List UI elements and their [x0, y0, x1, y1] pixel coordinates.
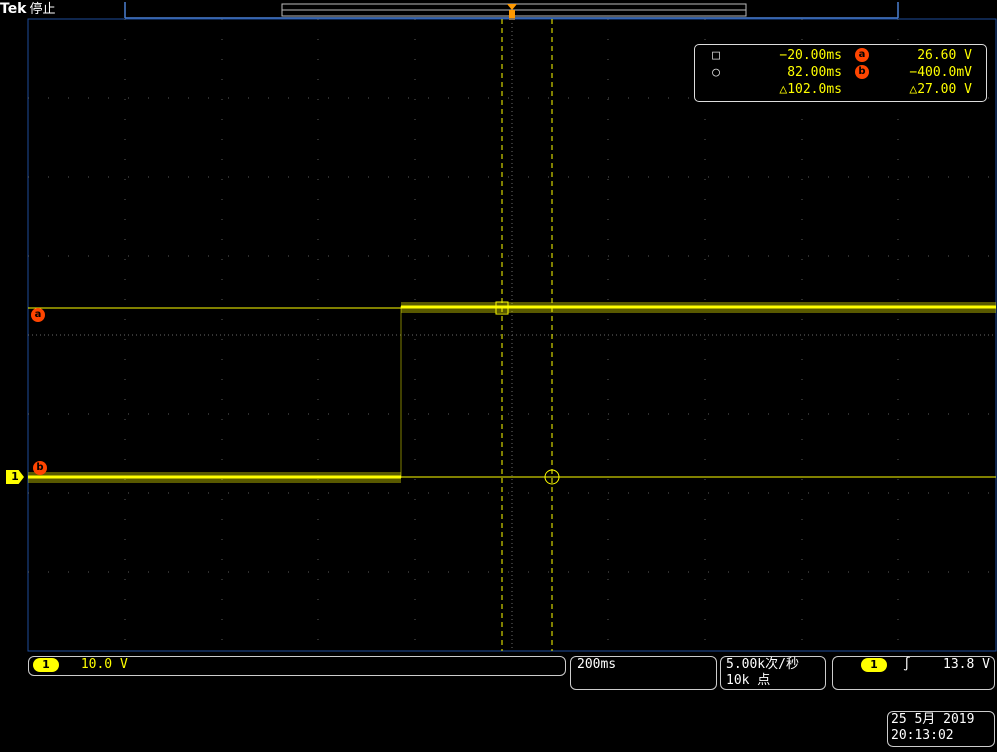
header-brand: Tek 停止	[0, 0, 56, 18]
delta-time: △102.0ms	[779, 82, 842, 97]
trigger-box[interactable]: 1 ∫ 13.8 V	[832, 656, 995, 690]
trigger-level: 13.8 V	[943, 657, 990, 672]
channel-1-badge: 1	[33, 657, 59, 672]
cursor-1-time: −20.00ms	[779, 48, 842, 63]
channel-1-scale-box[interactable]: 1 10.0 V	[28, 656, 566, 676]
timebase-box[interactable]: 200ms	[570, 656, 717, 690]
record-overview-bar	[124, 2, 899, 20]
channel-1-trace	[28, 302, 996, 483]
cursor-b-value: −400.0mV	[909, 65, 972, 80]
readout-row-delta: △102.0ms △27.00 V	[695, 81, 986, 98]
readout-row-1: □ −20.00ms a 26.60 V	[695, 47, 986, 64]
time: 20:13:02	[891, 728, 954, 743]
trigger-channel-badge: 1	[861, 657, 887, 672]
cursor-readout: □ −20.00ms a 26.60 V ○ 82.00ms b −400.0m…	[694, 44, 987, 102]
graticule-center-axes	[28, 19, 996, 651]
square-cursor-icon: □	[712, 48, 720, 63]
cursor-b-marker[interactable]: b	[33, 461, 47, 475]
cursor-a-value: 26.60 V	[917, 48, 972, 63]
cursor-a-marker[interactable]: a	[31, 308, 45, 322]
channel-1-ground-marker[interactable]: 1	[6, 470, 24, 484]
cursor-circle-marker[interactable]	[544, 469, 560, 485]
record-length: 10k 点	[726, 673, 771, 688]
delta-value: △27.00 V	[909, 82, 972, 97]
timebase-value: 200ms	[577, 657, 617, 672]
readout-row-2: ○ 82.00ms b −400.0mV	[695, 64, 986, 81]
datetime-box: 25 5月 2019 20:13:02	[887, 711, 995, 747]
brand-logo: Tek	[0, 1, 27, 17]
rising-edge-icon: ∫	[902, 657, 911, 672]
acquisition-box[interactable]: 5.00k次/秒 10k 点	[720, 656, 826, 690]
sample-rate: 5.00k次/秒	[726, 657, 799, 672]
cursor-2-time: 82.00ms	[787, 65, 842, 80]
circle-cursor-icon: ○	[712, 65, 720, 80]
date: 25 5月 2019	[891, 712, 975, 727]
cursor-a-badge: a	[855, 48, 869, 62]
acquisition-status: 停止	[29, 2, 56, 17]
vertical-scale: 10.0 V	[80, 657, 128, 672]
cursor-b-badge: b	[855, 65, 869, 79]
